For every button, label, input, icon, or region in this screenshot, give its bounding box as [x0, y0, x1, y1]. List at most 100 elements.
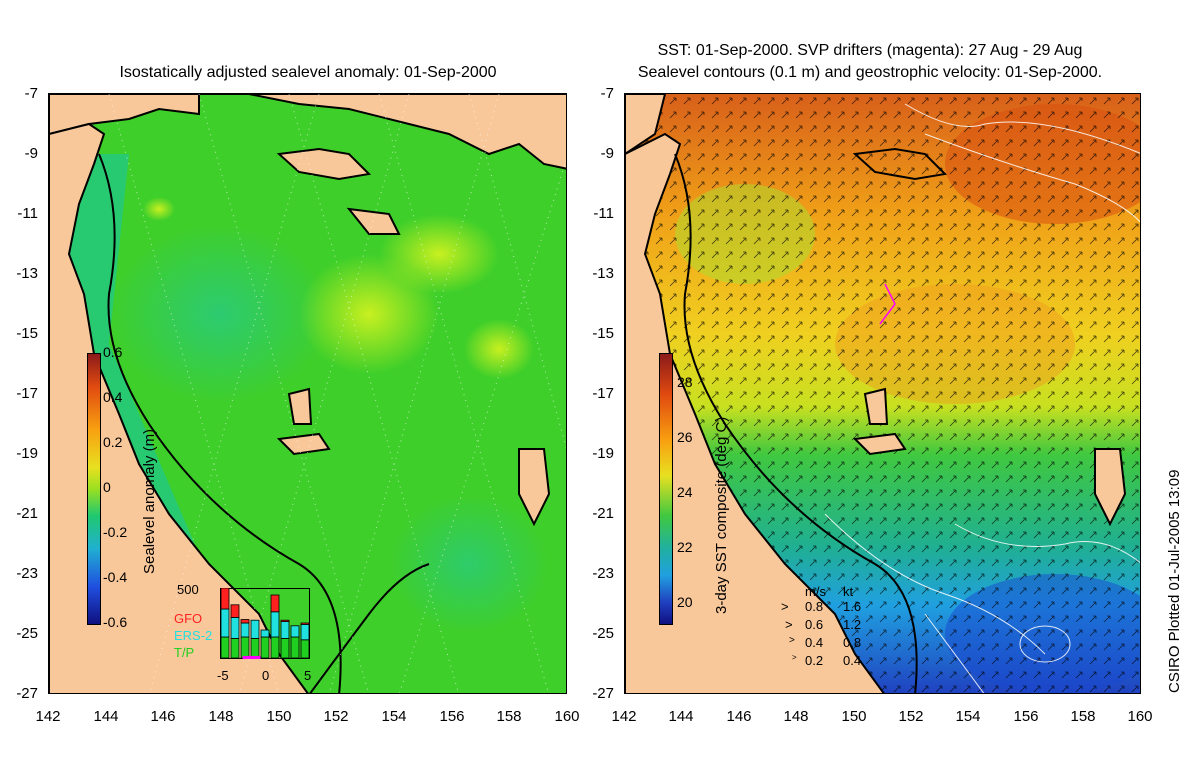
right-y-tick: -27	[592, 685, 614, 702]
velocity-legend-ms: 0.8	[805, 599, 824, 614]
inset-x-tick: 0	[262, 668, 270, 683]
sla-cb-tick: 0	[103, 479, 111, 495]
inset-bar-segment	[260, 629, 270, 638]
velocity-legend-arrow: >	[792, 653, 797, 662]
inset-bar-segment	[230, 604, 240, 618]
sst-colorbar-label: 3-day SST composite (deg C)	[713, 416, 730, 614]
sst-velocity-map: 28 26 24 22 20 3-day SST composite (deg …	[624, 93, 1141, 694]
left-y-tick: -23	[16, 565, 38, 582]
right-x-tick: 156	[1013, 708, 1039, 725]
left-y-tick: -9	[24, 145, 38, 162]
right-x-tick: 146	[726, 708, 752, 725]
inset-bar-segment	[300, 639, 310, 659]
left-x-tick: 156	[439, 708, 465, 725]
velocity-legend-kt: 1.2	[843, 617, 862, 632]
inset-bar-segment	[260, 636, 270, 659]
velocity-legend-header-kt: kt	[843, 584, 854, 599]
left-y-tick: -17	[16, 385, 38, 402]
right-y-tick: -13	[592, 265, 614, 282]
velocity-legend-ms: 0.2	[805, 653, 824, 668]
right-y-tick: -25	[592, 625, 614, 642]
sst-map-graphic	[625, 94, 1140, 693]
velocity-legend-ms: 0.4	[805, 635, 824, 650]
right-x-tick: 152	[898, 708, 924, 725]
right-y-tick: -11	[593, 205, 614, 222]
right-x-tick: 154	[955, 708, 981, 725]
inset-bar-segment	[220, 588, 230, 610]
sla-cb-tick: 0.4	[103, 389, 123, 405]
left-x-tick: 146	[150, 708, 176, 725]
velocity-legend-ms: 0.6	[805, 617, 824, 632]
sla-cb-tick: -0.4	[103, 569, 128, 585]
right-x-tick: 142	[611, 708, 637, 725]
sealevel-anomaly-map: 0.6 0.4 0.2 0 -0.2 -0.4 -0.6 Sealevel an…	[48, 93, 567, 694]
sla-colorbar-label: Sealevel anomaly (m)	[141, 428, 158, 574]
right-panel-title-line2: Sealevel contours (0.1 m) and geostrophi…	[637, 64, 1103, 81]
inset-bar-segment	[280, 638, 290, 659]
left-y-tick: -13	[16, 265, 38, 282]
right-y-tick: -21	[592, 505, 614, 522]
right-y-tick: -15	[592, 325, 614, 342]
inset-bar-segment	[270, 636, 280, 659]
left-x-tick: 150	[266, 708, 292, 725]
velocity-legend-header-ms: m/s	[805, 584, 826, 599]
right-y-tick: -17	[592, 385, 614, 402]
inset-bar-segment	[240, 636, 250, 659]
velocity-legend-kt: 0.4	[843, 653, 862, 668]
inset-bar-segment	[250, 619, 260, 639]
inset-legend-tp: T/P	[174, 645, 195, 660]
inset-bar-segment	[290, 625, 300, 638]
sla-cb-tick: -0.6	[103, 614, 128, 630]
right-y-tick: -7	[600, 85, 614, 102]
plot-credit: CSIRO Plotted 01-Jul-2005 13:09	[1166, 469, 1183, 693]
right-y-tick: -9	[600, 145, 614, 162]
right-x-tick: 158	[1070, 708, 1096, 725]
left-y-tick: -19	[16, 445, 38, 462]
velocity-legend-arrow: >	[789, 635, 795, 646]
velocity-legend-kt: 1.6	[843, 599, 862, 614]
right-x-tick: 150	[841, 708, 867, 725]
right-x-tick: 148	[783, 708, 809, 725]
left-y-tick: -15	[16, 325, 38, 342]
left-y-tick: -11	[17, 205, 38, 222]
inset-bar-segment	[220, 636, 230, 659]
inset-bar-segment	[280, 621, 290, 639]
inset-bar-segment	[240, 619, 250, 624]
inset-bar-chart	[220, 588, 310, 659]
velocity-legend-arrow: >	[785, 617, 793, 632]
inset-y-max-label: 500	[177, 582, 199, 597]
inset-x-tick: 5	[304, 668, 312, 683]
inset-legend-gfo: GFO	[174, 611, 203, 626]
inset-bar-segment	[250, 638, 260, 659]
sla-colorbar	[87, 353, 101, 625]
inset-bar-segment	[240, 622, 250, 638]
inset-bar-segment	[220, 608, 230, 638]
inset-bar-segment	[300, 624, 310, 641]
left-y-tick: -27	[16, 685, 38, 702]
inset-window-marker	[242, 656, 261, 659]
left-x-tick: 144	[93, 708, 119, 725]
left-x-tick: 148	[208, 708, 234, 725]
inset-legend-ers2: ERS-2	[174, 628, 213, 643]
right-x-tick: 144	[668, 708, 694, 725]
velocity-legend-kt: 0.8	[843, 635, 862, 650]
inset-bar-segment	[230, 616, 240, 639]
inset-x-tick: -5	[217, 668, 229, 683]
sla-cb-tick: -0.2	[103, 524, 128, 540]
right-x-tick: 160	[1127, 708, 1153, 725]
sst-cb-tick: 20	[677, 594, 693, 610]
inset-frame	[220, 588, 310, 659]
sst-cb-tick: 28	[677, 374, 693, 390]
inset-bar-segment	[270, 611, 280, 638]
left-y-tick: -25	[16, 625, 38, 642]
inset-bar-segment	[300, 622, 310, 625]
inset-bar-segment	[230, 638, 240, 659]
right-panel-title-line1: SST: 01-Sep-2000. SVP drifters (magenta)…	[657, 42, 1083, 59]
right-y-tick: -23	[592, 565, 614, 582]
inset-bar-segment	[290, 636, 300, 659]
sealevel-map-graphic	[49, 94, 566, 693]
left-panel-title: Isostatically adjusted sealevel anomaly:…	[119, 64, 497, 81]
left-x-tick: 152	[323, 708, 349, 725]
sla-cb-tick: 0.6	[103, 344, 123, 360]
left-x-tick: 160	[554, 708, 580, 725]
